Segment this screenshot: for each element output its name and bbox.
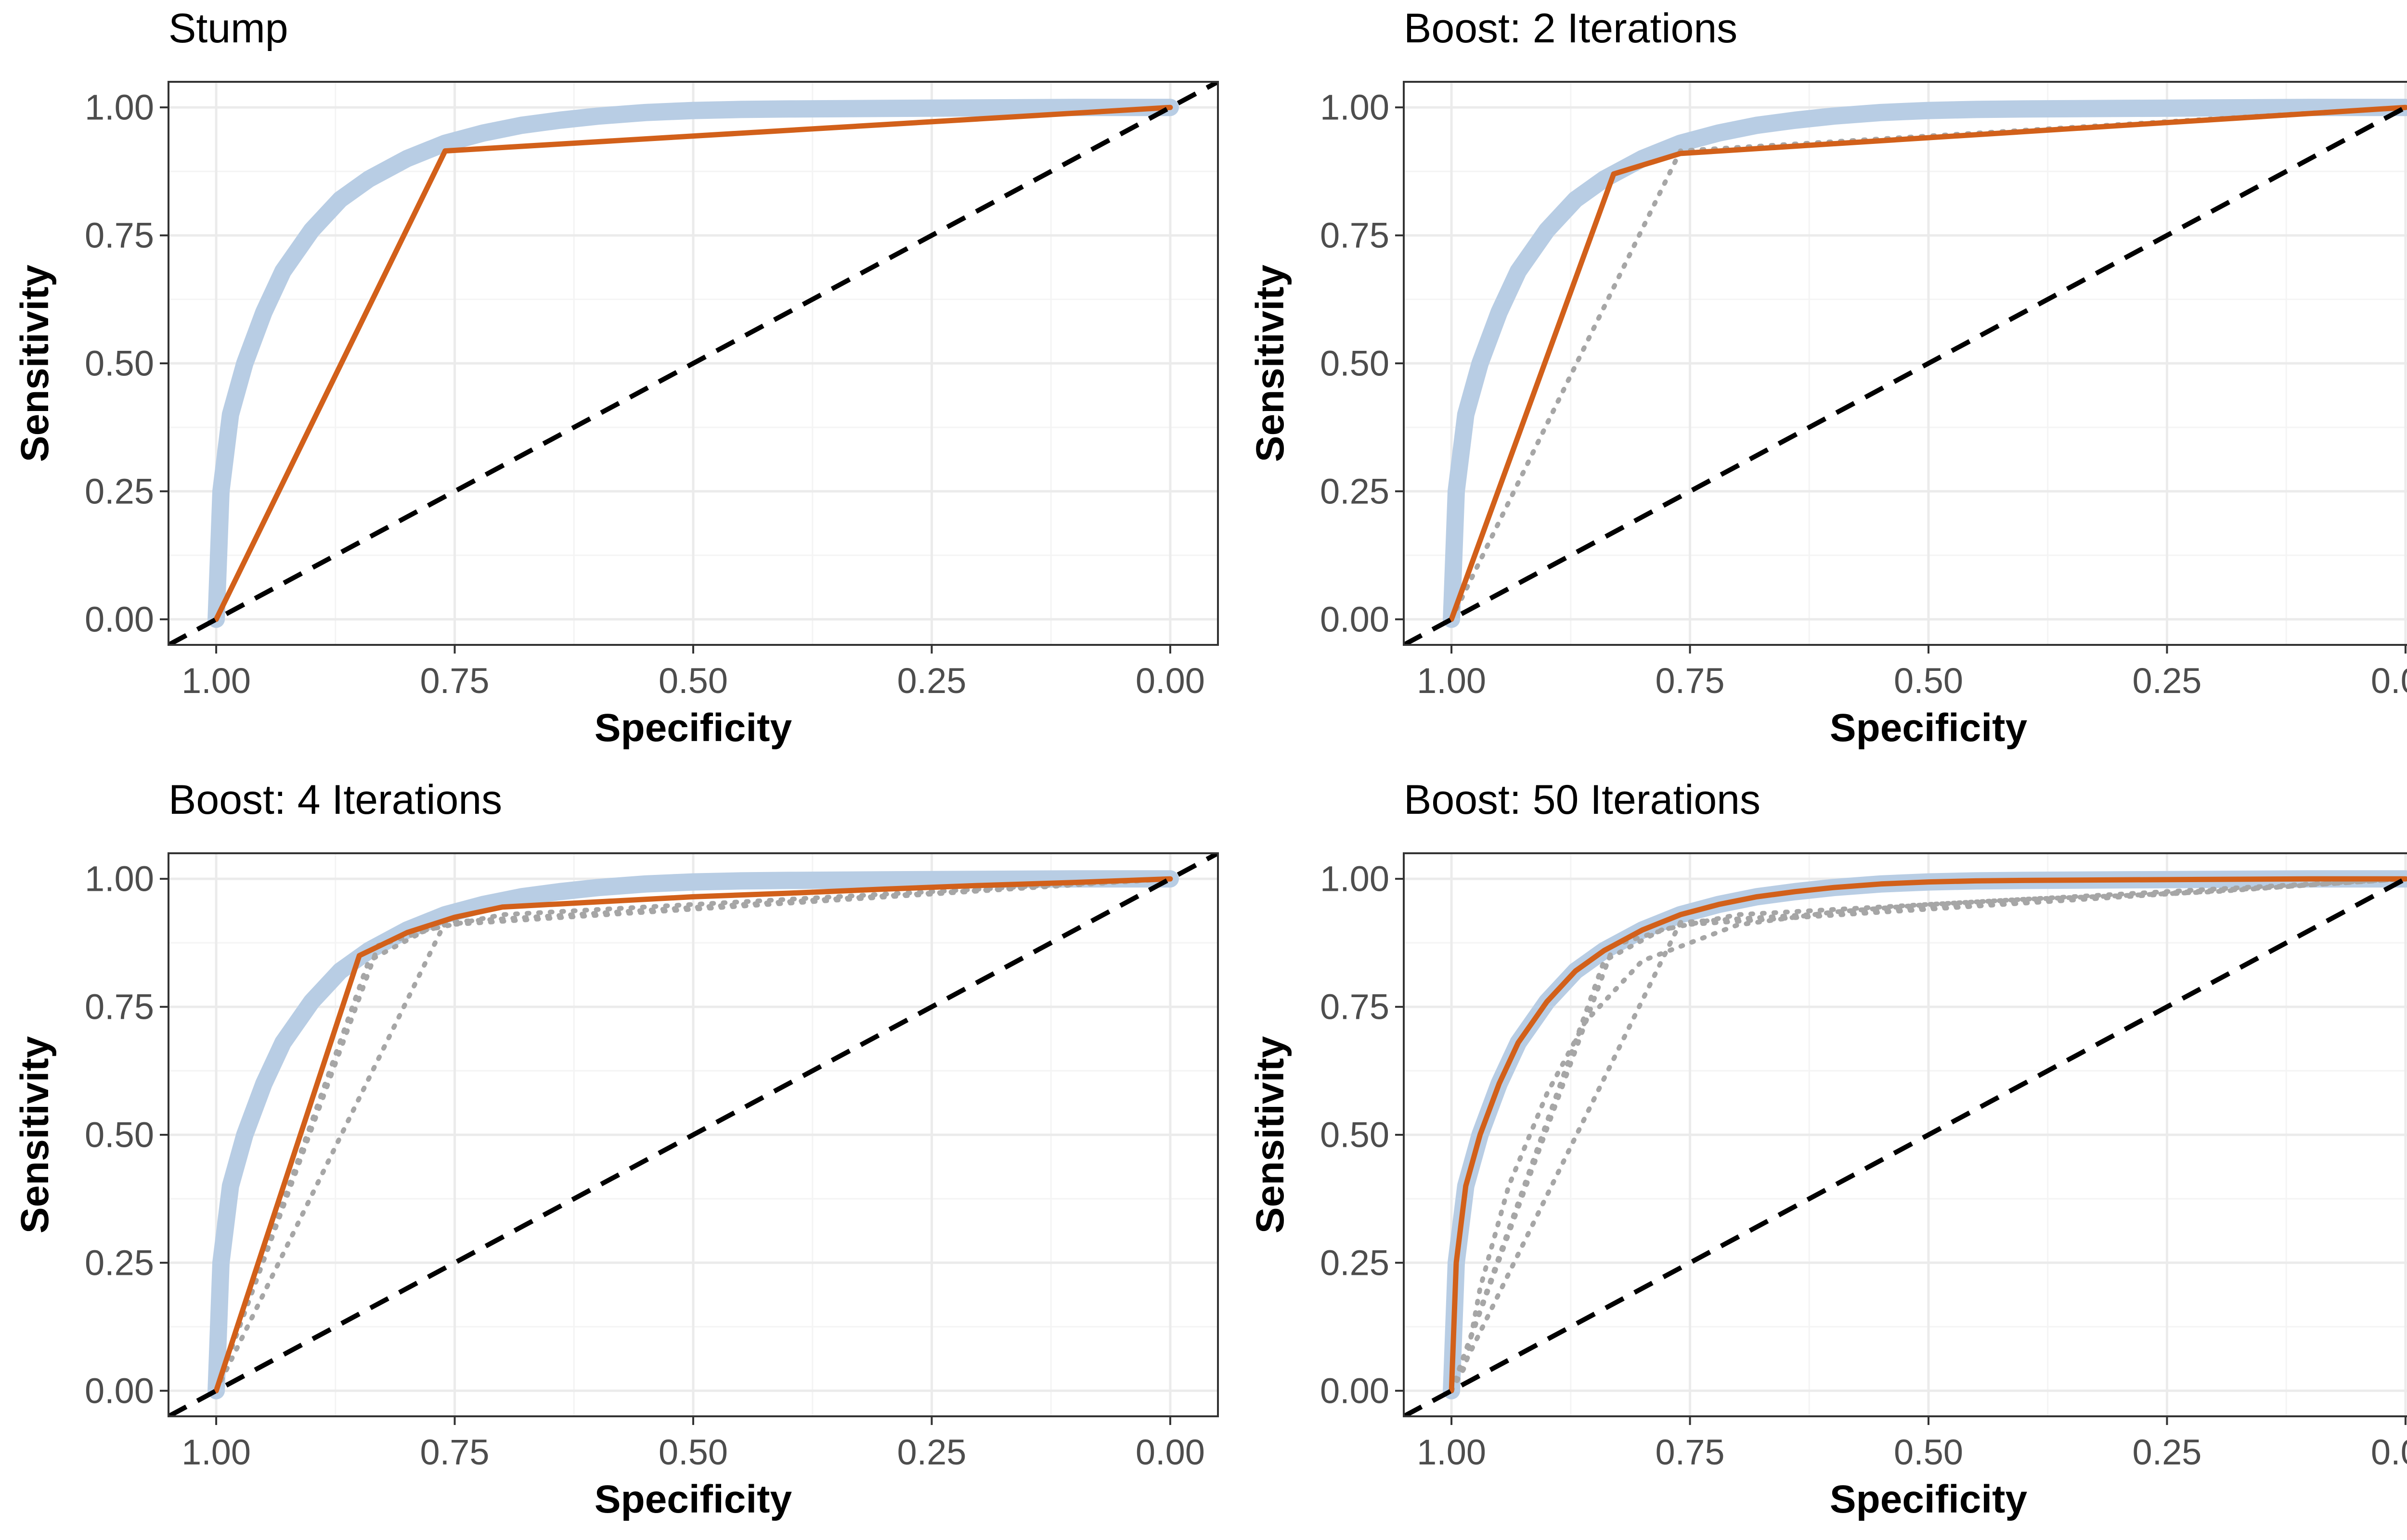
x-tick-label: 0.25 xyxy=(2132,1432,2201,1472)
y-tick-label: 0.50 xyxy=(1320,1115,1389,1155)
x-tick-label: 0.50 xyxy=(1894,1432,1963,1472)
y-tick-label: 0.25 xyxy=(1320,471,1389,511)
series-chance xyxy=(1404,103,2407,645)
series-current-model xyxy=(213,104,1173,622)
y-tick-label: 0.50 xyxy=(85,344,154,384)
series-current-model xyxy=(1449,104,2407,622)
x-tick-label: 0.50 xyxy=(1894,661,1963,701)
series-previous-iteration-3 xyxy=(1449,876,2407,1393)
series-group xyxy=(1404,870,2407,1416)
x-tick-label: 0.75 xyxy=(1656,1432,1725,1472)
x-tick-label: 0.00 xyxy=(2371,661,2407,701)
series-group xyxy=(168,853,1218,1416)
y-tick-label: 1.00 xyxy=(1320,859,1389,899)
roc-plot-stump: 0.00 0.25 0.50 0.75 1.00 1.00 0.75 0.50 0.25 0.00… xyxy=(13,81,1219,750)
roc-plot-boost-50: 0.00 0.25 0.50 0.75 1.00 1.00 0.75 0.50 0.25 0.00… xyxy=(1248,852,2407,1521)
y-tick-label: 0.25 xyxy=(85,1243,154,1283)
x-tick-label: 1.00 xyxy=(1417,1432,1486,1472)
series-reference-roc xyxy=(1443,99,2407,628)
x-tick-label: 0.00 xyxy=(2371,1432,2407,1472)
panel-boost-2-iterations: Boost: 2 Iterations 0.00 0.25 0.50 0.75 1.00… xyxy=(1235,0,2407,770)
panel-boost-50-iterations: Boost: 50 Iterations 0.00 0.25 0.50 0.75 1.0… xyxy=(1235,771,2407,1540)
x-tick-label: 0.00 xyxy=(1136,661,1205,701)
x-tick-label: 0.25 xyxy=(897,1432,966,1472)
y-tick-label: 1.00 xyxy=(85,859,154,899)
series-group xyxy=(168,82,1218,645)
series-group xyxy=(1404,99,2407,645)
x-axis-title: Specificity xyxy=(1830,1477,2028,1521)
x-tick-label: 0.25 xyxy=(897,661,966,701)
x-tick-label: 0.75 xyxy=(1656,661,1725,701)
series-previous-iteration-3 xyxy=(214,876,1173,1393)
y-tick-label: 0.75 xyxy=(85,216,154,256)
series-previous-iteration-2 xyxy=(1449,876,2407,1393)
series-reference-roc xyxy=(207,99,1179,628)
x-tick-label: 0.75 xyxy=(420,1432,490,1472)
x-tick-label: 0.00 xyxy=(1136,1432,1205,1472)
y-tick-label: 0.75 xyxy=(1320,216,1389,256)
x-axis-title: Specificity xyxy=(595,706,792,750)
series-chance xyxy=(168,853,1218,1416)
y-tick-label: 0.00 xyxy=(1320,1371,1389,1411)
y-tick-label: 0.75 xyxy=(1320,987,1389,1027)
x-tick-label: 0.50 xyxy=(659,661,728,701)
panel-boost-4-iterations: Boost: 4 Iterations 0.00 0.25 0.50 0.75 1.00… xyxy=(0,771,1232,1540)
x-tick-label: 1.00 xyxy=(181,661,251,701)
x-tick-label: 0.25 xyxy=(2132,661,2201,701)
y-tick-label: 0.00 xyxy=(1320,599,1389,639)
y-tick-label: 0.50 xyxy=(1320,344,1389,384)
panel-title: Boost: 50 Iterations xyxy=(1404,777,1760,823)
series-reference-roc xyxy=(207,870,1179,1399)
series-current-model xyxy=(1449,876,2407,1394)
x-axis-title: Specificity xyxy=(1830,706,2028,750)
roc-plot-boost-4: 0.00 0.25 0.50 0.75 1.00 1.00 0.75 0.50 0.25 0.00… xyxy=(13,852,1219,1521)
panel-title: Boost: 2 Iterations xyxy=(1404,5,1738,51)
x-tick-label: 0.50 xyxy=(659,1432,728,1472)
y-tick-label: 0.00 xyxy=(85,1371,154,1411)
x-tick-label: 1.00 xyxy=(181,1432,251,1472)
y-tick-label: 0.25 xyxy=(1320,1243,1389,1283)
y-tick-label: 1.00 xyxy=(1320,88,1389,128)
series-chance xyxy=(168,82,1218,645)
y-tick-label: 0.00 xyxy=(85,599,154,639)
y-tick-label: 1.00 xyxy=(85,88,154,128)
roc-plot-boost-2: 0.00 0.25 0.50 0.75 1.00 1.00 0.75 0.50 0.25 0.00… xyxy=(1248,81,2407,750)
y-axis-title: Sensitivity xyxy=(13,1036,57,1234)
y-tick-label: 0.50 xyxy=(85,1115,154,1155)
y-tick-label: 0.75 xyxy=(85,987,154,1027)
y-tick-label: 0.25 xyxy=(85,471,154,511)
panel-title: Stump xyxy=(168,5,288,51)
panel-title: Boost: 4 Iterations xyxy=(168,777,503,823)
x-tick-label: 0.75 xyxy=(420,661,490,701)
y-axis-title: Sensitivity xyxy=(1248,265,1292,462)
series-previous-iteration-2 xyxy=(214,876,1173,1393)
panel-stump: Stump 0.00 0.25 0.50 0.75 1.00 1.00 0.75 0.50 0.… xyxy=(0,0,1232,770)
y-axis-title: Sensitivity xyxy=(13,265,57,462)
x-axis-title: Specificity xyxy=(595,1477,792,1521)
y-axis-title: Sensitivity xyxy=(1248,1036,1292,1234)
series-current-model xyxy=(213,876,1173,1394)
series-previous-iteration-4 xyxy=(1449,876,2407,1393)
x-tick-label: 1.00 xyxy=(1417,661,1486,701)
series-chance xyxy=(1404,875,2407,1416)
